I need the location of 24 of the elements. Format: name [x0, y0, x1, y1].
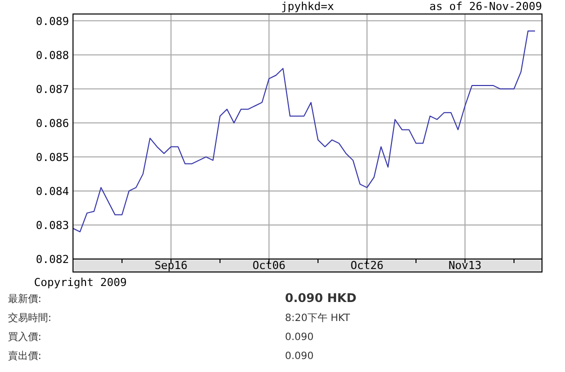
text: 交易時間: — [8, 312, 52, 324]
text: 0.090 HKD — [285, 291, 356, 305]
y-tick-label: 0.084 — [36, 184, 70, 198]
x-tick-label: Oct26 — [350, 259, 384, 272]
x-tick-label: Oct06 — [252, 259, 286, 272]
y-tick-label: 0.089 — [36, 14, 69, 28]
text: 8:20下午 HKT — [285, 312, 351, 324]
text: 最新價: — [8, 293, 42, 305]
y-tick-label: 0.087 — [36, 82, 69, 96]
y-tick-label: 0.086 — [36, 116, 69, 130]
text: 賣出價: — [8, 350, 42, 362]
text: Copyright 2009 — [34, 276, 127, 289]
y-tick-label: 0.083 — [36, 218, 69, 232]
line-series — [72, 30, 536, 232]
x-tick-label: Sep16 — [154, 259, 188, 272]
y-tick-label: 0.088 — [36, 48, 69, 62]
text: 0.090 — [285, 332, 314, 343]
y-tick-label: 0.085 — [36, 150, 69, 164]
y-tick-label: 0.082 — [36, 253, 69, 266]
chart-title: jpyhkd=x — [281, 0, 334, 13]
text: 買入價: — [8, 331, 42, 343]
text: 0.090 — [285, 351, 314, 362]
chart-subtitle: as of 26-Nov-2009 — [429, 0, 542, 13]
x-tick-label: Nov13 — [448, 259, 482, 272]
